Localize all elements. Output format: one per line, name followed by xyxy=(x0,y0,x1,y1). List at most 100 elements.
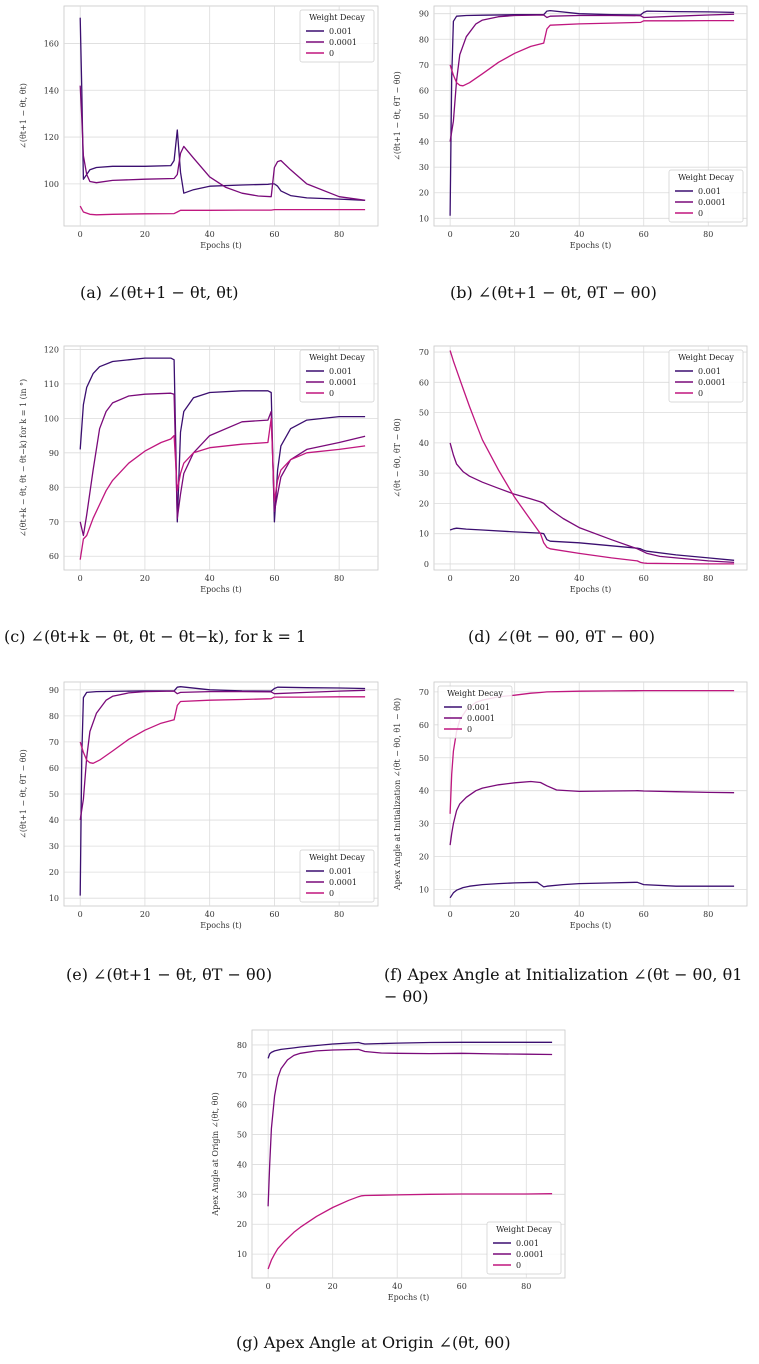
series-line-0.0001 xyxy=(267,1048,553,1207)
caption-b: (b) ∠(θt+1 − θt, θT − θ0) xyxy=(450,283,657,302)
y-tick-label: 100 xyxy=(44,180,59,189)
x-tick-label: 60 xyxy=(639,910,649,919)
legend-entry: 0.001 xyxy=(698,367,721,376)
legend-box xyxy=(437,685,513,739)
chart-panel-f: 0 20 40 60 80 10 20 30 40 50 60 70 Epochs (t) Apex An… xyxy=(388,674,753,948)
x-tick-label: 0 xyxy=(448,574,453,583)
series-line-0.0001 xyxy=(449,13,735,142)
legend-entry: 0 xyxy=(329,389,334,398)
y-tick-label: 50 xyxy=(237,1131,247,1140)
y-tick-label: 40 xyxy=(237,1160,247,1169)
legend-entry: 0.0001 xyxy=(329,38,357,47)
y-tick-label: 10 xyxy=(419,530,429,539)
caption-d: (d) ∠(θt − θ0, θT − θ0) xyxy=(468,627,656,646)
y-tick-label: 20 xyxy=(237,1220,247,1229)
y-tick-label: 90 xyxy=(49,449,59,458)
y-tick-label: 10 xyxy=(419,886,429,895)
legend-title: Weight Decay xyxy=(678,173,734,182)
y-tick-label: 30 xyxy=(419,163,429,172)
chart-panel-c: 0 20 40 60 80 60 70 80 90 100 110 120 Epochs (t) ∠(θt… xyxy=(14,336,384,612)
x-tick-label: 20 xyxy=(328,1282,338,1291)
legend-entry: 0.001 xyxy=(516,1239,539,1248)
legend: Weight Decay 0.001 0.0001 0 xyxy=(486,1221,562,1275)
chart-panel-g: 0 20 40 60 80 10 20 30 40 50 60 70 80 Epochs (t) Apex … xyxy=(206,1024,571,1320)
x-axis-label: Epochs (t) xyxy=(570,921,612,930)
y-tick-label: 20 xyxy=(419,853,429,862)
y-axis-label: ∠(θt+k − θt, θt − θt−k) for k = 1 (in °) xyxy=(19,379,28,537)
x-tick-label: 60 xyxy=(457,1282,467,1291)
legend-entry: 0 xyxy=(698,209,703,218)
x-tick-label: 20 xyxy=(510,574,520,583)
x-tick-label: 60 xyxy=(269,910,279,919)
series-line-0.001 xyxy=(449,9,735,216)
y-tick-label: 80 xyxy=(419,35,429,44)
y-tick-label: 50 xyxy=(419,409,429,418)
y-tick-label: 10 xyxy=(419,214,429,223)
y-tick-label: 140 xyxy=(44,86,59,95)
x-tick-label: 60 xyxy=(269,574,279,583)
y-tick-label: 40 xyxy=(419,787,429,796)
y-tick-label: 30 xyxy=(419,469,429,478)
x-axis-label: Epochs (t) xyxy=(200,241,242,250)
series-line-0 xyxy=(267,1193,553,1270)
legend-entry: 0.0001 xyxy=(698,198,726,207)
legend-entry: 0 xyxy=(698,389,703,398)
y-tick-label: 80 xyxy=(49,712,59,721)
x-tick-label: 40 xyxy=(205,230,215,239)
x-tick-label: 40 xyxy=(205,910,215,919)
legend: Weight Decay 0.001 0.0001 0 xyxy=(299,9,375,63)
y-tick-label: 50 xyxy=(49,790,59,799)
y-tick-label: 10 xyxy=(49,894,59,903)
y-axis-label: ∠(θt+1 − θt, θT − θ0) xyxy=(19,749,28,839)
legend-entry: 0 xyxy=(516,1261,521,1270)
legend-box xyxy=(486,1221,562,1275)
legend: Weight Decay 0.001 0.0001 0 xyxy=(299,849,375,903)
y-tick-label: 110 xyxy=(44,380,59,389)
y-tick-label: 60 xyxy=(237,1101,247,1110)
x-tick-label: 0 xyxy=(78,230,83,239)
y-axis-label: ∠(θt+1 − θt, θT − θ0) xyxy=(393,71,402,161)
y-tick-label: 30 xyxy=(419,820,429,829)
y-tick-label: 70 xyxy=(237,1071,247,1080)
series-line-0.0001 xyxy=(449,780,735,846)
x-tick-label: 40 xyxy=(574,910,584,919)
legend: Weight Decay 0.001 0.0001 0 xyxy=(437,685,513,739)
y-tick-label: 60 xyxy=(419,378,429,387)
y-tick-label: 20 xyxy=(49,868,59,877)
legend: Weight Decay 0.001 0.0001 0 xyxy=(299,349,375,403)
series-line-0.001 xyxy=(79,357,366,523)
y-tick-label: 60 xyxy=(419,721,429,730)
y-tick-label: 160 xyxy=(44,39,59,48)
chart-c: 0 20 40 60 80 60 70 80 90 100 110 120 Epochs (t) ∠(θt… xyxy=(19,345,379,594)
series-line-0.001 xyxy=(267,1041,553,1059)
y-tick-label: 70 xyxy=(419,348,429,357)
legend-entry: 0 xyxy=(329,889,334,898)
legend-entry: 0.001 xyxy=(467,703,490,712)
caption-c: (c) ∠(θt+k − θt, θt − θt−k), for k = 1 xyxy=(4,627,307,646)
legend-entry: 0 xyxy=(329,49,334,58)
x-tick-label: 40 xyxy=(205,574,215,583)
x-tick-label: 0 xyxy=(266,1282,271,1291)
x-axis-label: Epochs (t) xyxy=(570,241,612,250)
series-line-0.0001 xyxy=(449,442,735,564)
y-tick-label: 90 xyxy=(419,10,429,19)
x-tick-label: 80 xyxy=(334,230,344,239)
series-line-0.001 xyxy=(449,881,735,899)
series-line-0 xyxy=(449,350,735,565)
y-axis-label: ∠(θt − θ0, θT − θ0) xyxy=(393,418,402,498)
chart-panel-d: 0 20 40 60 80 0 10 20 30 40 50 60 70 Epochs (t) ∠(θt −… xyxy=(388,336,753,612)
x-tick-label: 20 xyxy=(140,574,150,583)
y-tick-label: 20 xyxy=(419,189,429,198)
x-tick-label: 20 xyxy=(510,230,520,239)
x-tick-label: 60 xyxy=(639,230,649,239)
caption-g: (g) Apex Angle at Origin ∠(θt, θ0) xyxy=(236,1333,511,1352)
x-tick-label: 80 xyxy=(703,230,713,239)
x-tick-label: 40 xyxy=(392,1282,402,1291)
y-tick-label: 70 xyxy=(49,738,59,747)
y-tick-label: 70 xyxy=(49,518,59,527)
y-tick-label: 40 xyxy=(419,138,429,147)
y-tick-label: 60 xyxy=(49,552,59,561)
legend-entry: 0.001 xyxy=(329,367,352,376)
legend: Weight Decay 0.001 0.0001 0 xyxy=(668,169,744,223)
x-axis-label: Epochs (t) xyxy=(388,1293,430,1302)
